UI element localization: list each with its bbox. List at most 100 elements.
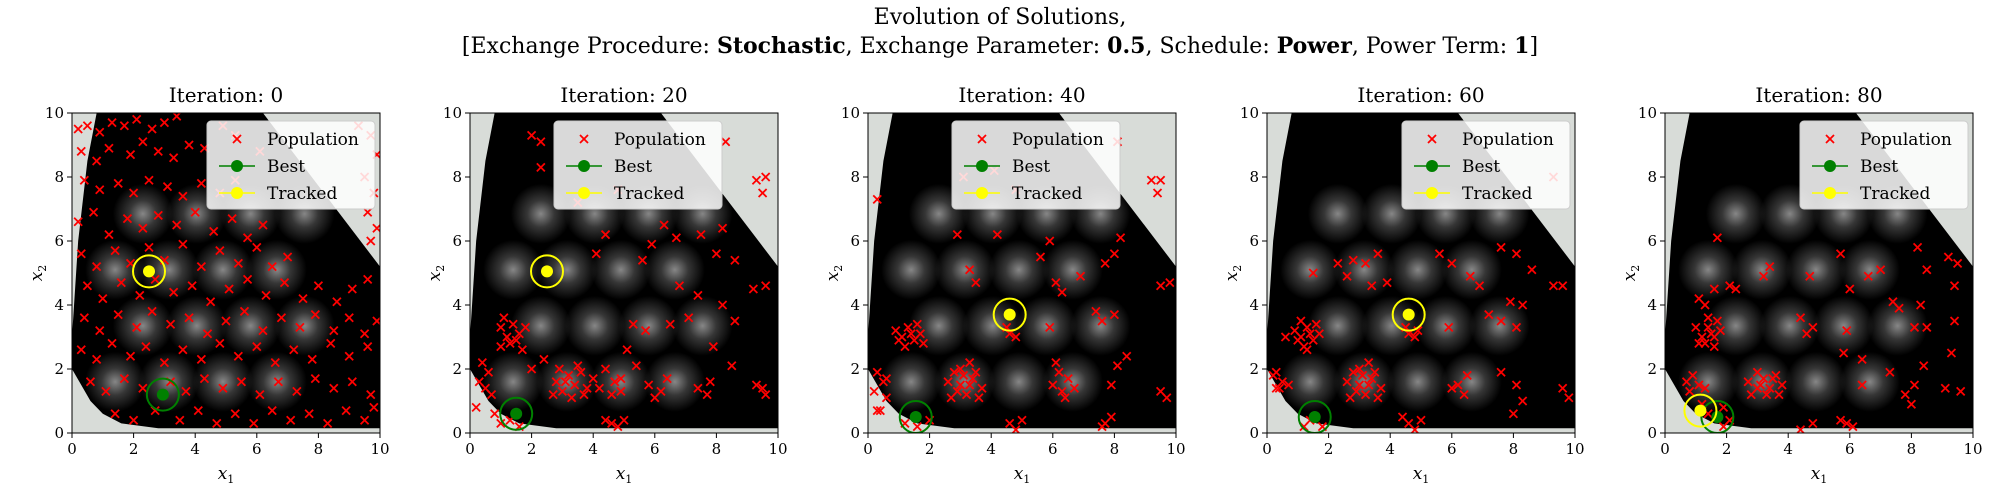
population-point <box>122 213 133 224</box>
y-tick-label: 8 <box>1647 168 1657 186</box>
subplot-title: Iteration: 80 <box>1755 83 1882 107</box>
population-point <box>872 367 882 377</box>
population-point <box>332 297 342 307</box>
population-point <box>125 351 136 361</box>
population-point <box>286 415 296 425</box>
population-point <box>502 332 512 342</box>
optimum-glow <box>112 295 173 356</box>
optimum-glow <box>644 351 705 412</box>
subplot-title: Iteration: 0 <box>169 83 283 107</box>
y-tick-label: 4 <box>54 296 64 314</box>
population-point <box>1109 249 1120 259</box>
best-point <box>156 388 169 401</box>
population-point <box>1709 341 1719 352</box>
population-point <box>1949 281 1960 291</box>
population-point <box>147 124 157 134</box>
population-point <box>1912 242 1923 253</box>
optimum-glow <box>537 239 598 300</box>
legend-best-marker <box>578 160 590 172</box>
population-point <box>252 341 262 352</box>
population-point <box>965 265 975 275</box>
population-point <box>341 405 351 416</box>
population-point <box>582 383 592 393</box>
population-point <box>147 306 157 317</box>
y-tick-label: 6 <box>452 232 462 250</box>
population-point <box>1511 322 1522 333</box>
population-point <box>119 373 129 384</box>
population-point <box>1681 377 1692 387</box>
optimum-glow <box>908 295 969 356</box>
y-tick-label: 0 <box>1249 424 1259 442</box>
population-point <box>1768 373 1778 384</box>
population-point <box>1434 249 1445 259</box>
population-point <box>659 220 669 230</box>
legend: Population Best Tracked <box>1401 120 1571 210</box>
y-tick-label: 0 <box>54 424 64 442</box>
figure-subtitle: [Exchange Procedure: Stochastic, Exchang… <box>0 32 2000 61</box>
subplot: 0 2 4 6 8 10 0 2 4 6 8 10 x1 x2 Iteration: 60 Populatio… <box>1222 83 1585 486</box>
population-point <box>1348 255 1358 265</box>
optimum-glow <box>1469 295 1530 356</box>
population-point <box>1558 383 1568 393</box>
y-tick-label: 6 <box>1647 232 1657 250</box>
optimum-glow <box>192 351 253 412</box>
population-point <box>717 223 728 233</box>
tracked-ring <box>530 254 564 289</box>
y-tick-label: 4 <box>850 296 860 314</box>
y-tick-label: 6 <box>850 232 860 250</box>
population-point <box>79 175 89 185</box>
optimum-glow <box>246 239 307 300</box>
population-point <box>1715 325 1726 336</box>
x-axis-label: x1 <box>1014 464 1031 486</box>
population-point <box>1155 175 1166 185</box>
best-ring <box>1700 400 1735 433</box>
optimum-glow <box>1441 351 1502 412</box>
population-point <box>1162 393 1172 403</box>
population-point <box>1410 332 1420 342</box>
best-ring <box>1297 400 1332 433</box>
figure-title-block: Evolution of Solutions, [Exchange Proced… <box>0 4 2000 61</box>
x-axis-label: x1 <box>1811 464 1828 486</box>
population-point <box>221 316 231 326</box>
population-point <box>1376 383 1386 393</box>
population-point <box>616 386 626 397</box>
x-tick-label: 10 <box>1565 440 1584 458</box>
population-point <box>955 380 966 390</box>
population-point <box>252 242 262 253</box>
legend-best-marker <box>1824 160 1836 172</box>
subplot: 0 2 4 6 8 10 0 2 4 6 8 10 x1 x2 Iteration: 80 Populatio… <box>1620 83 1983 486</box>
population-point <box>607 389 617 400</box>
best-point <box>909 411 922 423</box>
x-axis-label: x1 <box>218 464 235 486</box>
optimum-glow <box>1705 183 1766 244</box>
population-point <box>1805 271 1815 281</box>
legend-population-marker <box>1825 134 1835 144</box>
population-point <box>511 335 521 345</box>
population-point <box>483 367 494 377</box>
subtitle-value: Stochastic <box>716 33 846 59</box>
optimum-glow <box>1415 295 1476 356</box>
y-tick-label: 8 <box>452 168 462 186</box>
population-point <box>869 386 879 397</box>
population-point <box>270 357 280 368</box>
population-point <box>536 137 546 147</box>
population-point <box>696 229 706 240</box>
population-point <box>310 373 320 384</box>
population-point <box>113 309 123 320</box>
population-point <box>119 121 129 131</box>
x-tick-label: 4 <box>588 440 598 458</box>
y-tick-label: 2 <box>850 360 860 378</box>
population-point <box>1848 421 1858 432</box>
population-series <box>1268 172 1574 433</box>
population-point <box>1360 258 1371 269</box>
tracked-ring <box>1391 297 1426 332</box>
population-point <box>178 345 188 355</box>
optimum-glow <box>1307 183 1368 244</box>
subtitle-value: Power <box>1276 33 1352 59</box>
population-point <box>193 405 203 416</box>
population-point <box>88 207 99 217</box>
population-point <box>591 249 601 259</box>
population-point <box>1700 383 1710 393</box>
population-point <box>1155 281 1166 291</box>
legend-label: Tracked <box>267 184 337 204</box>
